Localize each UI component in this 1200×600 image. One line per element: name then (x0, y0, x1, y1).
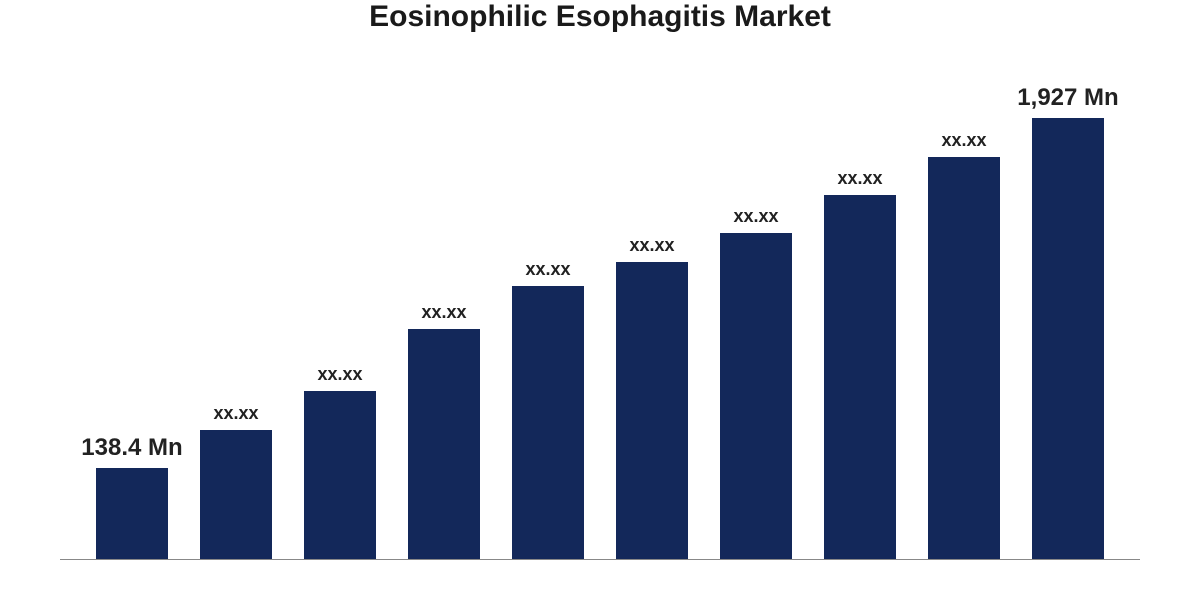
bar-label: 138.4 Mn (81, 434, 182, 462)
bar-label: xx.xx (421, 302, 466, 323)
bar-label: xx.xx (317, 364, 362, 385)
bar (720, 233, 793, 559)
bar-group: xx.xx (392, 80, 496, 559)
bar-label: xx.xx (629, 235, 674, 256)
bars-container: 138.4 Mn xx.xx xx.xx xx.xx xx.xx xx.xx x… (60, 80, 1140, 559)
bar-label: xx.xx (213, 403, 258, 424)
bar (96, 468, 169, 559)
bar-label: xx.xx (733, 206, 778, 227)
bar (304, 391, 377, 559)
bar (512, 286, 585, 559)
bar (1032, 118, 1105, 559)
bar (928, 157, 1001, 559)
bar-group: 1,927 Mn (1016, 80, 1120, 559)
bar-group: xx.xx (912, 80, 1016, 559)
chart-title: Eosinophilic Esophagitis Market (0, 0, 1200, 34)
bar-group: 138.4 Mn (80, 80, 184, 559)
bar-group: xx.xx (704, 80, 808, 559)
bar-label: 1,927 Mn (1017, 84, 1118, 112)
bar (408, 329, 481, 559)
bar-group: xx.xx (808, 80, 912, 559)
bar-group: xx.xx (288, 80, 392, 559)
bar-label: xx.xx (941, 130, 986, 151)
bar-group: xx.xx (496, 80, 600, 559)
bar-group: xx.xx (184, 80, 288, 559)
bar-label: xx.xx (837, 168, 882, 189)
bar (824, 195, 897, 559)
bar (616, 262, 689, 559)
bar-group: xx.xx (600, 80, 704, 559)
bar (200, 430, 273, 559)
bar-label: xx.xx (525, 259, 570, 280)
chart-area: 138.4 Mn xx.xx xx.xx xx.xx xx.xx xx.xx x… (60, 80, 1140, 560)
